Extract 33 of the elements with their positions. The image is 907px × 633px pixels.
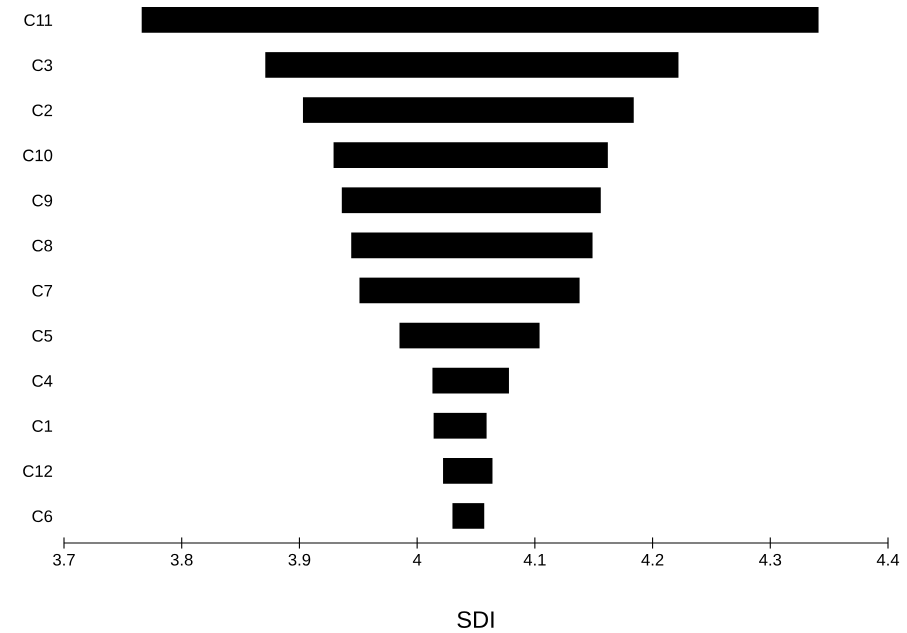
y-tick-label: C1 (32, 420, 52, 432)
bar (265, 52, 678, 78)
y-tick-label: C6 (32, 510, 52, 522)
bar (351, 232, 593, 258)
bar (302, 97, 634, 123)
x-tick-label: 4.3 (759, 554, 782, 566)
x-tick-label: 3.7 (53, 554, 75, 566)
y-tick-label: C4 (32, 375, 52, 387)
bar (399, 322, 540, 348)
bar (142, 6, 819, 33)
bar (342, 187, 601, 214)
bar (334, 142, 608, 168)
x-tick-label: 4.2 (641, 554, 664, 566)
bar (434, 412, 487, 439)
bar (432, 368, 509, 394)
bar (359, 278, 580, 304)
x-tick-label: 3.8 (170, 554, 193, 566)
x-axis-title: SDI (457, 611, 494, 628)
x-tick-label: 4.1 (524, 554, 546, 566)
y-tick-label: C5 (32, 330, 52, 342)
y-tick-label: C10 (23, 150, 52, 162)
bar (452, 503, 484, 529)
y-tick-label: C7 (32, 284, 52, 297)
x-tick-label: 4.4 (876, 554, 900, 566)
bar (443, 458, 492, 484)
y-tick-label: C9 (32, 194, 52, 206)
y-tick-label: C8 (32, 240, 52, 252)
x-tick-label: 3.9 (288, 554, 310, 566)
y-tick-label: C3 (32, 59, 52, 72)
y-tick-label: C11 (24, 14, 52, 26)
x-tick-label: 4 (412, 554, 422, 566)
y-tick-label: C12 (23, 465, 52, 478)
y-tick-label: C2 (32, 104, 52, 116)
